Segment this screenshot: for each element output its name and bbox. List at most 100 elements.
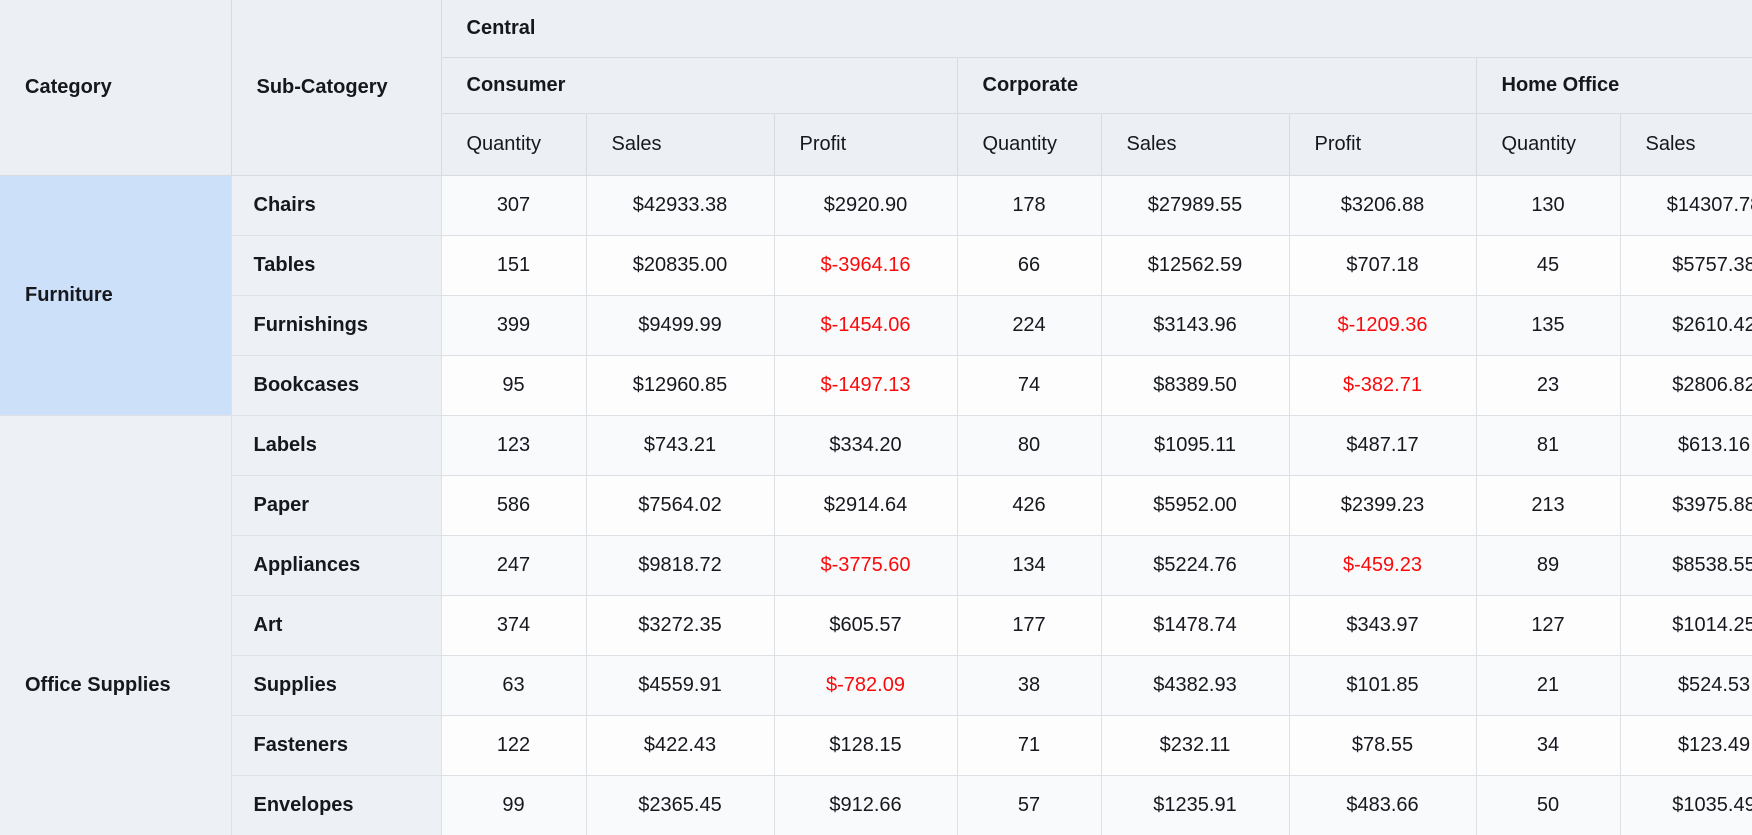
quantity-cell[interactable]: 307 [440, 174, 587, 236]
profit-cell[interactable]: $3206.88 [1288, 174, 1477, 236]
sales-cell[interactable]: $5952.00 [1100, 474, 1290, 536]
subcategory-cell[interactable]: Fasteners [230, 714, 442, 776]
subcategory-cell[interactable]: Paper [230, 474, 442, 536]
sales-cell[interactable]: $2365.45 [585, 774, 775, 835]
profit-cell[interactable]: $2920.90 [773, 174, 958, 236]
column-header-quantity[interactable]: Quantity [440, 112, 587, 176]
segment-header-consumer[interactable]: Consumer [440, 56, 958, 114]
quantity-cell[interactable]: 89 [1475, 534, 1621, 596]
quantity-cell[interactable]: 66 [956, 234, 1102, 296]
quantity-cell[interactable]: 38 [956, 654, 1102, 716]
quantity-cell[interactable]: 399 [440, 294, 587, 356]
quantity-cell[interactable]: 374 [440, 594, 587, 656]
profit-cell[interactable]: $-382.71 [1288, 354, 1477, 416]
column-header-sales[interactable]: Sales [1100, 112, 1290, 176]
profit-cell[interactable]: $334.20 [773, 414, 958, 476]
sales-cell[interactable]: $3272.35 [585, 594, 775, 656]
quantity-cell[interactable]: 63 [440, 654, 587, 716]
sales-cell[interactable]: $5224.76 [1100, 534, 1290, 596]
profit-cell[interactable]: $2914.64 [773, 474, 958, 536]
segment-header-corporate[interactable]: Corporate [956, 56, 1477, 114]
sales-cell[interactable]: $613.16 [1619, 414, 1752, 476]
subcategory-cell[interactable]: Tables [230, 234, 442, 296]
quantity-cell[interactable]: 45 [1475, 234, 1621, 296]
subcategory-cell[interactable]: Supplies [230, 654, 442, 716]
region-header-central[interactable]: Central [440, 0, 1752, 58]
sales-cell[interactable]: $1035.49 [1619, 774, 1752, 835]
profit-cell[interactable]: $343.97 [1288, 594, 1477, 656]
quantity-cell[interactable]: 178 [956, 174, 1102, 236]
quantity-cell[interactable]: 586 [440, 474, 587, 536]
sales-cell[interactable]: $4559.91 [585, 654, 775, 716]
subcategory-cell[interactable]: Envelopes [230, 774, 442, 835]
category-column-header[interactable]: Category [0, 0, 232, 176]
column-header-profit[interactable]: Profit [773, 112, 958, 176]
profit-cell[interactable]: $128.15 [773, 714, 958, 776]
profit-cell[interactable]: $-3775.60 [773, 534, 958, 596]
quantity-cell[interactable]: 95 [440, 354, 587, 416]
profit-cell[interactable]: $-1454.06 [773, 294, 958, 356]
quantity-cell[interactable]: 213 [1475, 474, 1621, 536]
sales-cell[interactable]: $1095.11 [1100, 414, 1290, 476]
sales-cell[interactable]: $8538.55 [1619, 534, 1752, 596]
column-header-quantity[interactable]: Quantity [1475, 112, 1621, 176]
profit-cell[interactable]: $605.57 [773, 594, 958, 656]
sales-cell[interactable]: $42933.38 [585, 174, 775, 236]
subcategory-cell[interactable]: Furnishings [230, 294, 442, 356]
sales-cell[interactable]: $8389.50 [1100, 354, 1290, 416]
profit-cell[interactable]: $78.55 [1288, 714, 1477, 776]
sales-cell[interactable]: $20835.00 [585, 234, 775, 296]
profit-cell[interactable]: $2399.23 [1288, 474, 1477, 536]
profit-cell[interactable]: $-1209.36 [1288, 294, 1477, 356]
column-header-sales[interactable]: Sales [1619, 112, 1752, 176]
quantity-cell[interactable]: 224 [956, 294, 1102, 356]
quantity-cell[interactable]: 74 [956, 354, 1102, 416]
sales-cell[interactable]: $4382.93 [1100, 654, 1290, 716]
quantity-cell[interactable]: 71 [956, 714, 1102, 776]
profit-cell[interactable]: $101.85 [1288, 654, 1477, 716]
quantity-cell[interactable]: 177 [956, 594, 1102, 656]
profit-cell[interactable]: $483.66 [1288, 774, 1477, 835]
profit-cell[interactable]: $707.18 [1288, 234, 1477, 296]
quantity-cell[interactable]: 23 [1475, 354, 1621, 416]
subcategory-cell[interactable]: Chairs [230, 174, 442, 236]
sales-cell[interactable]: $3975.88 [1619, 474, 1752, 536]
quantity-cell[interactable]: 57 [956, 774, 1102, 835]
quantity-cell[interactable]: 122 [440, 714, 587, 776]
quantity-cell[interactable]: 247 [440, 534, 587, 596]
sales-cell[interactable]: $14307.78 [1619, 174, 1752, 236]
sales-cell[interactable]: $2806.82 [1619, 354, 1752, 416]
sales-cell[interactable]: $1478.74 [1100, 594, 1290, 656]
sales-cell[interactable]: $524.53 [1619, 654, 1752, 716]
subcategory-cell[interactable]: Art [230, 594, 442, 656]
profit-cell[interactable]: $-782.09 [773, 654, 958, 716]
sales-cell[interactable]: $232.11 [1100, 714, 1290, 776]
quantity-cell[interactable]: 130 [1475, 174, 1621, 236]
column-header-quantity[interactable]: Quantity [956, 112, 1102, 176]
sales-cell[interactable]: $2610.42 [1619, 294, 1752, 356]
sales-cell[interactable]: $9499.99 [585, 294, 775, 356]
quantity-cell[interactable]: 123 [440, 414, 587, 476]
quantity-cell[interactable]: 34 [1475, 714, 1621, 776]
sales-cell[interactable]: $5757.38 [1619, 234, 1752, 296]
quantity-cell[interactable]: 426 [956, 474, 1102, 536]
sales-cell[interactable]: $9818.72 [585, 534, 775, 596]
sales-cell[interactable]: $7564.02 [585, 474, 775, 536]
quantity-cell[interactable]: 50 [1475, 774, 1621, 835]
sales-cell[interactable]: $422.43 [585, 714, 775, 776]
quantity-cell[interactable]: 127 [1475, 594, 1621, 656]
category-cell[interactable]: Furniture [0, 174, 232, 416]
sales-cell[interactable]: $743.21 [585, 414, 775, 476]
profit-cell[interactable]: $-1497.13 [773, 354, 958, 416]
column-header-sales[interactable]: Sales [585, 112, 775, 176]
quantity-cell[interactable]: 134 [956, 534, 1102, 596]
subcategory-cell[interactable]: Bookcases [230, 354, 442, 416]
subcategory-cell[interactable]: Appliances [230, 534, 442, 596]
column-header-profit[interactable]: Profit [1288, 112, 1477, 176]
profit-cell[interactable]: $-459.23 [1288, 534, 1477, 596]
quantity-cell[interactable]: 99 [440, 774, 587, 835]
sales-cell[interactable]: $1014.25 [1619, 594, 1752, 656]
profit-cell[interactable]: $-3964.16 [773, 234, 958, 296]
profit-cell[interactable]: $912.66 [773, 774, 958, 835]
segment-header-home-office[interactable]: Home Office [1475, 56, 1752, 114]
